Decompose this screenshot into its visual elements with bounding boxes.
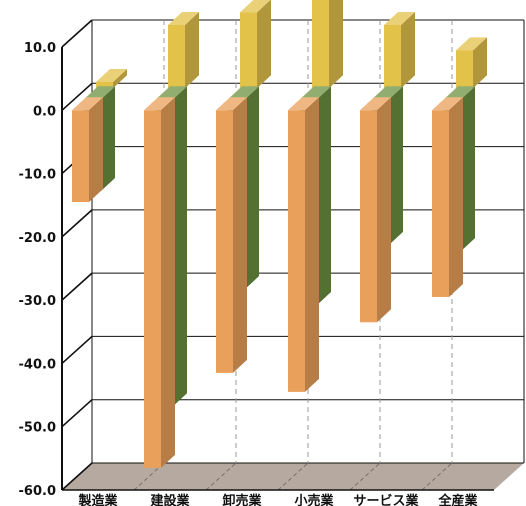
bar: [288, 110, 305, 392]
x-tick-label: サービス業: [353, 493, 419, 506]
bar: [360, 110, 377, 323]
bar: [384, 25, 401, 89]
y-tick-label: -50.0: [19, 421, 56, 436]
bar-top: [456, 37, 487, 51]
bar-top: [84, 86, 115, 100]
floor-plane: [62, 463, 524, 490]
left-wall-gridline: [61, 399, 93, 428]
bars: [72, 0, 487, 468]
x-tick-label: 建設業: [150, 493, 190, 506]
bar-top: [372, 86, 403, 100]
bar-top: [384, 12, 415, 25]
bar-side: [329, 0, 343, 89]
bar-side: [245, 86, 259, 290]
left-wall-gridline: [61, 272, 93, 301]
bar-side: [161, 97, 175, 468]
bar-group: [144, 97, 175, 468]
axes: [61, 47, 494, 491]
y-tick-label: -20.0: [19, 231, 56, 246]
y-tick-label: -30.0: [19, 294, 56, 309]
bar-side: [305, 97, 319, 392]
bar-top: [96, 68, 127, 82]
bar-side: [401, 12, 415, 89]
x-tick-label: 製造業: [77, 493, 118, 506]
bar: [456, 50, 473, 89]
bar-group: [240, 0, 271, 89]
bar-group: [456, 37, 487, 89]
left-wall-gridline: [61, 82, 93, 111]
bar: [72, 110, 89, 203]
bar-top: [360, 97, 391, 111]
x-tick-label: 小売業: [294, 493, 334, 506]
bar-top: [168, 12, 199, 25]
bar-side: [89, 97, 103, 203]
bar-group: [72, 97, 103, 203]
x-tick-label: 全産業: [437, 493, 478, 506]
bar-side: [377, 97, 391, 323]
left-wall-gridline: [61, 19, 93, 48]
bar-group: [288, 97, 319, 392]
bar: [168, 25, 185, 89]
bar-side: [113, 68, 127, 89]
bar-group: [96, 68, 127, 89]
y-tick-labels: 10.0 0.0 -10.0 -20.0 -30.0 -40.0 -50.0 -60.0: [19, 41, 56, 499]
bar: [432, 110, 449, 297]
bar-group: [384, 12, 415, 89]
bar-side: [473, 37, 487, 89]
bar: [144, 110, 161, 468]
bar-side: [173, 86, 187, 407]
bar-top: [444, 86, 475, 100]
bar-side: [317, 86, 331, 305]
y-tick-label: 10.0: [24, 41, 56, 56]
bar-top: [156, 86, 187, 100]
bar-side: [233, 97, 247, 373]
bar-group: [312, 0, 343, 89]
chart-floor: [62, 463, 524, 490]
bar-side: [389, 86, 403, 245]
bar: [312, 0, 329, 89]
x-tick-label: 卸売業: [222, 493, 262, 506]
y-tick-label: -40.0: [19, 357, 56, 372]
y-tick-label: -60.0: [19, 484, 56, 499]
bar-group: [216, 97, 247, 373]
bar-group: [168, 12, 199, 89]
bar-side: [449, 97, 463, 297]
y-tick-label: -10.0: [19, 168, 56, 183]
bar-top: [228, 86, 259, 100]
bar: [240, 12, 257, 89]
bar-top: [240, 0, 271, 13]
left-wall-gridline: [61, 335, 93, 365]
bar-top: [300, 86, 331, 100]
bar-top: [216, 97, 247, 111]
y-tick-label: 0.0: [33, 104, 56, 119]
bar-group: [360, 97, 391, 323]
bar-top: [288, 97, 319, 111]
bar-top: [144, 97, 175, 111]
left-wall-gridline: [61, 209, 93, 238]
bar: [96, 81, 113, 89]
bar-top: [72, 97, 103, 111]
bar-side: [461, 86, 475, 252]
bar-group: [432, 97, 463, 297]
bar: [216, 110, 233, 373]
left-wall-gridline: [61, 462, 93, 491]
bar-top: [432, 97, 463, 111]
bar-side: [257, 0, 271, 89]
bar-side: [185, 12, 199, 89]
bar-side: [101, 86, 115, 192]
x-tick-labels: 製造業 建設業 卸売業 小売業 サービス業 全産業: [77, 493, 478, 506]
